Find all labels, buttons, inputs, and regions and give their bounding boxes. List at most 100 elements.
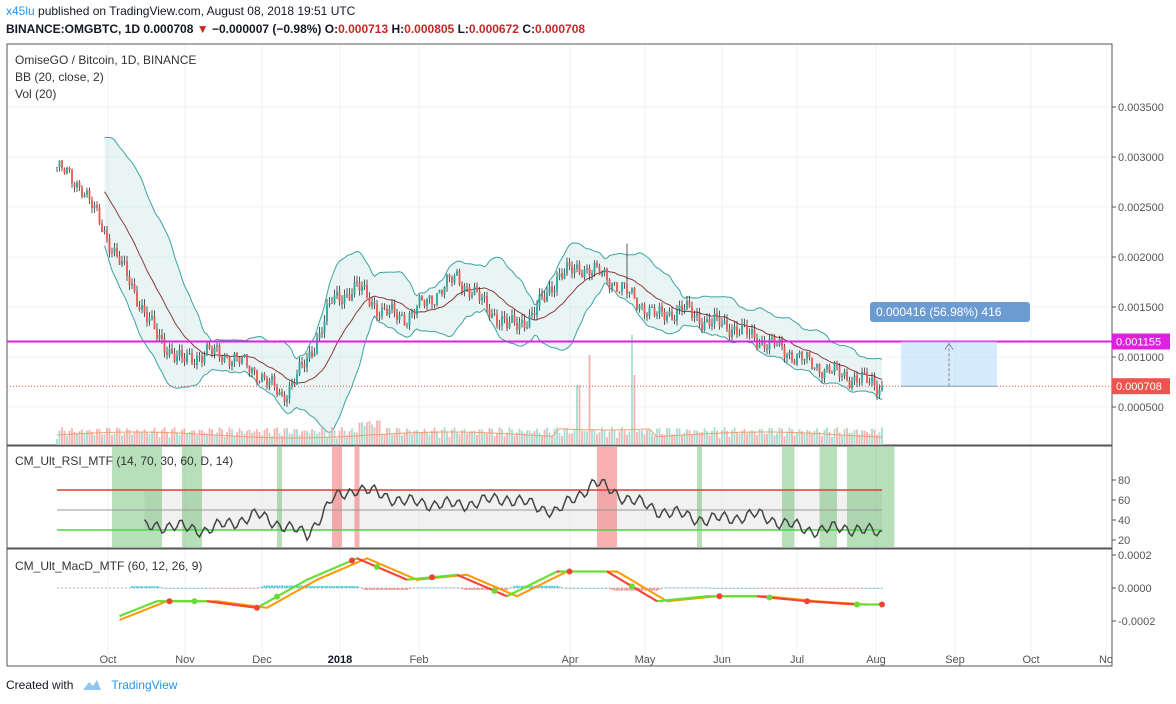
macd-histogram-bar bbox=[396, 588, 398, 590]
volume-bar bbox=[648, 428, 651, 445]
rsi-oversold-zone bbox=[819, 447, 837, 547]
candle-body bbox=[566, 262, 568, 274]
macd-line-segment bbox=[354, 557, 358, 561]
macd-signal-line bbox=[119, 557, 882, 621]
macd-histogram-bar bbox=[158, 586, 161, 588]
macd-histogram-bar bbox=[621, 588, 623, 591]
volume-bar bbox=[508, 427, 511, 445]
macd-line-segment bbox=[301, 580, 306, 584]
candle-body bbox=[186, 354, 188, 362]
macd-histogram-bar bbox=[603, 588, 606, 589]
volume-bar bbox=[563, 428, 566, 445]
macd-histogram-bar bbox=[548, 585, 551, 588]
candle-body bbox=[56, 167, 58, 168]
candle-body bbox=[421, 296, 423, 301]
volume-bar bbox=[706, 431, 708, 445]
candle-body bbox=[368, 297, 371, 307]
macd-histogram-bar bbox=[521, 585, 523, 588]
volume-bar bbox=[396, 427, 398, 445]
candle-body bbox=[261, 373, 263, 382]
macd-histogram-bar bbox=[663, 587, 666, 589]
candle-body bbox=[486, 296, 488, 309]
rsi-tick-label: 80 bbox=[1118, 475, 1130, 487]
candle-body bbox=[526, 327, 528, 329]
candle-body bbox=[428, 295, 431, 299]
macd-line-segment bbox=[653, 598, 658, 603]
macd-histogram-bar bbox=[381, 588, 383, 590]
volume-bar bbox=[806, 429, 808, 445]
volume-bar bbox=[171, 429, 173, 445]
candle-body bbox=[811, 357, 813, 370]
macd-histogram-bar bbox=[243, 588, 246, 589]
candle-body bbox=[333, 295, 336, 304]
volume-bar bbox=[783, 435, 786, 445]
volume-bar bbox=[403, 433, 406, 445]
candle-body bbox=[423, 300, 426, 306]
bb-upper-line bbox=[104, 136, 883, 360]
macd-histogram-bar bbox=[183, 588, 186, 589]
volume-bar bbox=[423, 428, 426, 445]
volume-bar bbox=[406, 428, 408, 445]
macd-line-segment bbox=[339, 563, 343, 567]
candle-body bbox=[441, 290, 443, 295]
tradingview-link[interactable]: TradingView bbox=[111, 678, 178, 692]
candle-body bbox=[833, 362, 836, 373]
macd-line-segment bbox=[306, 577, 310, 581]
macd-line-segment bbox=[471, 580, 475, 584]
macd-histogram-bar bbox=[671, 587, 673, 589]
volume-bar bbox=[108, 428, 111, 445]
candle-body bbox=[851, 380, 853, 388]
candle-body bbox=[123, 261, 126, 263]
volume-bar bbox=[613, 429, 616, 445]
macd-histogram-bar bbox=[553, 585, 556, 588]
macd-line-segment bbox=[524, 585, 528, 589]
volume-bar bbox=[756, 435, 758, 445]
macd-line-segment bbox=[484, 585, 488, 589]
volume-bar bbox=[286, 427, 288, 445]
candle-body bbox=[393, 303, 396, 313]
candle-body bbox=[646, 314, 648, 317]
macd-line-segment bbox=[399, 575, 403, 579]
y-tick-label: 0.001000 bbox=[1118, 352, 1164, 364]
volume-bar bbox=[316, 433, 318, 445]
candle-body bbox=[161, 334, 163, 339]
macd-histogram-bar bbox=[653, 588, 656, 591]
publisher-link[interactable]: x45lu bbox=[6, 4, 35, 18]
candle-body bbox=[148, 318, 151, 322]
volume-bar bbox=[83, 433, 86, 445]
candle-body bbox=[431, 295, 433, 305]
chart-canvas[interactable]: 0.001155 0.000708 0.000416 (56.98%) 416 Oc… bbox=[0, 40, 1176, 670]
macd-histogram-bar bbox=[348, 586, 351, 588]
candle-body bbox=[711, 323, 713, 327]
volume-bar bbox=[421, 432, 423, 445]
candle-body bbox=[568, 262, 571, 266]
candle-body bbox=[516, 322, 518, 330]
macd-histogram-bar bbox=[633, 588, 636, 591]
volume-bar bbox=[351, 428, 353, 445]
volume-bar bbox=[838, 432, 841, 445]
rsi-oversold-zone bbox=[782, 447, 795, 547]
candle-body bbox=[348, 293, 351, 301]
macd-line-segment bbox=[151, 601, 155, 605]
macd-histogram-bar bbox=[223, 588, 226, 589]
macd-histogram-bar bbox=[628, 588, 631, 591]
volume-bar bbox=[536, 428, 538, 445]
volume-bar bbox=[503, 436, 506, 445]
volume-bar bbox=[763, 433, 766, 445]
candle-body bbox=[583, 269, 586, 278]
candle-body bbox=[798, 351, 801, 355]
symbol-label: BINANCE:OMGBTC, 1D bbox=[6, 22, 140, 36]
macd-line-segment bbox=[266, 599, 271, 604]
candle-body bbox=[281, 391, 283, 395]
volume-bar bbox=[771, 428, 773, 445]
macd-histogram-bar bbox=[133, 586, 136, 588]
volume-bar bbox=[788, 427, 791, 445]
macd-histogram-bar bbox=[366, 588, 368, 590]
volume-bar bbox=[193, 430, 196, 445]
candle-body bbox=[266, 377, 268, 386]
volume-bar bbox=[618, 431, 621, 445]
volume-bar bbox=[128, 429, 131, 445]
candle-body bbox=[756, 338, 758, 349]
volume-bar bbox=[676, 428, 678, 445]
macd-line-segment bbox=[481, 584, 485, 588]
